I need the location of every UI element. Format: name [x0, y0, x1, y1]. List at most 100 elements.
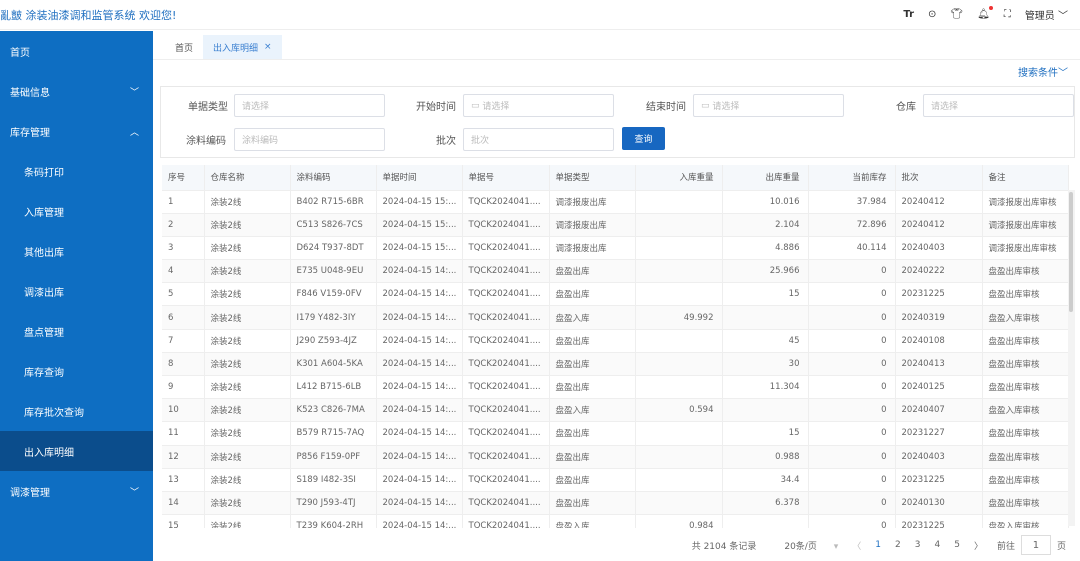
doc-type-select[interactable]: 请选择 — [234, 94, 385, 117]
page-number[interactable]: 2 — [895, 540, 901, 550]
table-cell: 6 — [162, 305, 205, 330]
page-number[interactable]: 3 — [914, 540, 921, 550]
table-row[interactable]: 1 涂装2线 B402 R715-6BR 2024-04-15 15:... TQCK2… — [162, 190, 1069, 214]
tab-home[interactable]: 首页 — [165, 35, 203, 59]
bell-icon[interactable]: 🔔︎ — [977, 6, 993, 20]
table-row[interactable]: 15 涂装2线 T239 K604-2RH 2024-04-15 14:... TQCK… — [162, 514, 1069, 528]
column-header[interactable]: 仓库名称 — [204, 165, 291, 191]
shirt-icon[interactable]: 👕︎ — [950, 9, 964, 20]
sidebar-item[interactable]: 条码打印 — [0, 151, 153, 191]
table-cell: 10 — [162, 398, 205, 423]
goto-page-input[interactable]: 1 — [1020, 535, 1051, 555]
scrollbar-thumb[interactable] — [1069, 192, 1073, 312]
placeholder: 涂料编码 — [242, 136, 279, 146]
caret-down-icon: ▾ — [833, 541, 839, 552]
tab-inout-detail[interactable]: 出入库明细 × — [203, 35, 282, 59]
table-cell — [722, 514, 809, 528]
sidebar-item[interactable]: 库存查询 — [0, 351, 153, 391]
start-time-label: 开始时间 — [416, 102, 456, 113]
sidebar-item[interactable]: 库存管理 ︿ — [0, 111, 153, 151]
page-number[interactable]: 5 — [954, 540, 960, 550]
warehouse-select[interactable]: 请选择 — [923, 94, 1074, 117]
column-header[interactable]: 备注 — [982, 165, 1069, 191]
page-number[interactable]: 1 — [875, 540, 882, 550]
sidebar-item[interactable]: 盘点管理 — [0, 311, 153, 351]
column-header[interactable]: 序号 — [162, 165, 205, 191]
sidebar-item[interactable]: 调漆出库 — [0, 271, 153, 311]
column-header[interactable]: 单据类型 — [549, 165, 636, 191]
paint-code-input[interactable]: 涂料编码 — [234, 128, 385, 151]
column-header[interactable]: 批次 — [895, 165, 983, 191]
table-cell: 2024-04-15 15:... — [376, 190, 463, 214]
table-cell: 9 — [162, 375, 205, 400]
query-button[interactable]: 查询 — [622, 127, 665, 150]
table-cell: 20240403 — [895, 445, 983, 469]
table-cell: 盘盈出库 — [549, 491, 636, 516]
table-row[interactable]: 10 涂装2线 K523 C826-7MA 2024-04-15 14:... TQCK… — [162, 398, 1069, 423]
table-row[interactable]: 9 涂装2线 L412 B715-6LB 2024-04-15 14:... TQCK2… — [162, 375, 1069, 400]
table-row[interactable]: 12 涂装2线 P856 F159-0PF 2024-04-15 14:... TQCK… — [162, 445, 1069, 469]
column-header[interactable]: 单据时间 — [376, 165, 463, 191]
chevron-down-icon: ﹀ — [129, 487, 139, 498]
sidebar-item[interactable]: 入库管理 — [0, 191, 153, 231]
sidebar-item[interactable]: 首页 — [0, 31, 153, 71]
table-cell — [635, 375, 723, 400]
table-cell: TQCK2024041.... — [462, 398, 550, 423]
theme-icon[interactable]: ⊙ — [928, 9, 937, 20]
column-header[interactable]: 涂料编码 — [290, 165, 377, 191]
search-conditions-toggle[interactable]: 搜索条件﹀ — [1018, 68, 1068, 79]
table-row[interactable]: 14 涂装2线 T290 J593-4TJ 2024-04-15 14:... TQCK… — [162, 491, 1069, 516]
table-cell: 0.984 — [635, 514, 723, 528]
close-icon[interactable]: × — [264, 42, 272, 52]
table-cell: 涂装2线 — [204, 421, 291, 446]
placeholder: 请选择 — [482, 102, 510, 112]
table-row[interactable]: 5 涂装2线 F846 V159-0FV 2024-04-15 14:... TQCK2… — [162, 282, 1069, 307]
table-row[interactable]: 8 涂装2线 K301 A604-5KA 2024-04-15 14:... TQCK2… — [162, 352, 1069, 377]
table-cell: 49.992 — [635, 305, 723, 330]
batch-input[interactable]: 批次 — [463, 128, 614, 151]
end-time-picker[interactable]: ▭ 请选择 — [693, 94, 844, 117]
column-header[interactable]: 入库重量 — [635, 165, 723, 191]
table-cell: 5 — [162, 282, 205, 307]
table-cell: 0 — [808, 329, 896, 353]
fullscreen-icon[interactable]: ⛶ — [1003, 9, 1011, 20]
sidebar-item[interactable]: 基础信息 ﹀ — [0, 71, 153, 111]
sidebar-item[interactable]: 出入库明细 — [0, 431, 153, 471]
table-cell: 3 — [162, 236, 205, 261]
column-header[interactable]: 出库重量 — [722, 165, 809, 191]
table-row[interactable]: 7 涂装2线 J290 Z593-4JZ 2024-04-15 14:... TQCK2… — [162, 329, 1069, 353]
table-row[interactable]: 11 涂装2线 B579 R715-7AQ 2024-04-15 14:... TQCK… — [162, 421, 1069, 446]
column-header[interactable]: 当前库存 — [808, 165, 896, 191]
table-cell: 11.304 — [722, 375, 809, 400]
table-cell: 37.984 — [808, 190, 896, 214]
table-cell: 涂装2线 — [204, 445, 291, 469]
prev-page-button[interactable]: 〈 — [852, 541, 862, 552]
sidebar-item[interactable]: 库存批次查询 — [0, 391, 153, 431]
next-page-button[interactable]: 〉 — [973, 541, 983, 552]
column-header[interactable]: 单据号 — [462, 165, 550, 191]
table-row[interactable]: 6 涂装2线 I179 Y482-3IY 2024-04-15 14:... TQCK2… — [162, 305, 1069, 330]
table-cell: 14 — [162, 491, 205, 516]
table-cell: 72.896 — [808, 213, 896, 237]
font-size-icon[interactable]: Tr — [903, 9, 915, 20]
table-row[interactable]: 4 涂装2线 E735 U048-9EU 2024-04-15 14:... TQCK2… — [162, 259, 1069, 284]
page-size-select[interactable]: 20条/页 ▾ — [770, 539, 838, 552]
table-cell: 2024-04-15 14:... — [376, 491, 463, 516]
sidebar-item[interactable]: 其他出库 — [0, 231, 153, 271]
table-row[interactable]: 3 涂装2线 D624 T937-8DT 2024-04-15 15:... TQCK2… — [162, 236, 1069, 261]
user-menu[interactable]: 管理员 ﹀ — [1025, 7, 1068, 22]
table-row[interactable]: 13 涂装2线 S189 I482-3SI 2024-04-15 14:... TQCK… — [162, 468, 1069, 492]
table-cell: TQCK2024041.... — [462, 491, 550, 516]
sidebar-item[interactable]: 调漆管理 ﹀ — [0, 471, 153, 511]
table-cell: T290 J593-4TJ — [290, 491, 377, 516]
table-cell: 20231227 — [895, 421, 983, 446]
table-row[interactable]: 2 涂装2线 C513 S826-7CS 2024-04-15 15:... TQCK2… — [162, 213, 1069, 237]
table-cell: 20240319 — [895, 305, 983, 330]
table-cell: 0 — [808, 421, 896, 446]
table-cell: I179 Y482-3IY — [290, 305, 377, 330]
doc-type-label: 单据类型 — [188, 102, 228, 113]
page-number[interactable]: 4 — [934, 540, 941, 550]
table-cell — [635, 329, 723, 353]
start-time-picker[interactable]: ▭ 请选择 — [463, 94, 614, 117]
table-scrollbar[interactable] — [1068, 190, 1075, 526]
